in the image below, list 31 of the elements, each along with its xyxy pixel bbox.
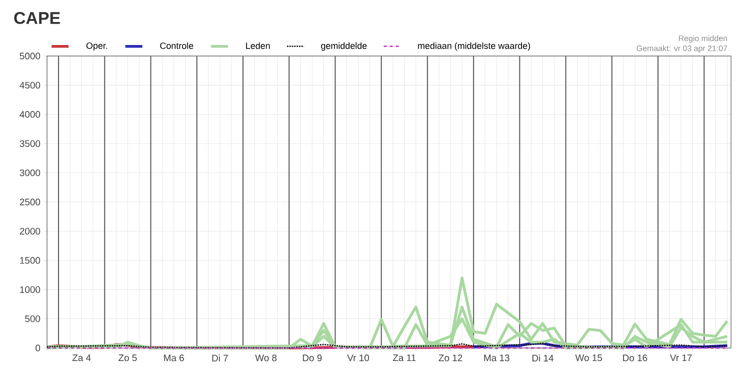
x-tick-label: Di 14	[532, 354, 554, 362]
y-tick-label: 5000	[20, 52, 40, 60]
x-tick-label: Do 16	[623, 354, 648, 362]
y-tick-label: 3500	[20, 140, 40, 147]
y-tick-label: 4000	[20, 111, 40, 118]
x-tick-label: Do 9	[302, 354, 322, 362]
x-tick-label: Zo 12	[438, 354, 462, 362]
x-tick-label: Za 11	[392, 354, 416, 362]
y-tick-label: 4500	[20, 82, 40, 89]
y-tick-label: 0	[36, 344, 40, 352]
legend-label: Controle	[160, 42, 194, 49]
y-tick-label: 2500	[20, 198, 40, 206]
y-tick-label: 500	[25, 315, 40, 322]
y-tick-label: 2000	[20, 228, 40, 235]
y-tick-label: 1000	[20, 286, 40, 293]
x-tick-label: Vr 10	[347, 354, 370, 362]
legend-label: mediaan (middelste waarde)	[418, 42, 530, 51]
x-tick-label: Ma 6	[164, 354, 184, 362]
x-tick-label: Wo 8	[255, 354, 277, 362]
legend-label: Leden	[246, 42, 270, 49]
x-tick-label: Za 4	[72, 354, 91, 362]
x-tick-label: Zo 5	[118, 354, 137, 362]
y-tick-label: 3000	[20, 169, 40, 176]
y-tick-label: 1500	[20, 257, 40, 264]
legend-label: gemiddelde	[321, 42, 367, 51]
legend-label: Oper.	[86, 42, 108, 51]
chart-title: CAPE	[14, 12, 60, 24]
x-tick-label: Di 7	[212, 354, 228, 362]
x-tick-label: Vr 17	[670, 354, 692, 362]
x-tick-label: Ma 13	[484, 354, 510, 362]
x-tick-label: Wo 15	[575, 354, 602, 362]
